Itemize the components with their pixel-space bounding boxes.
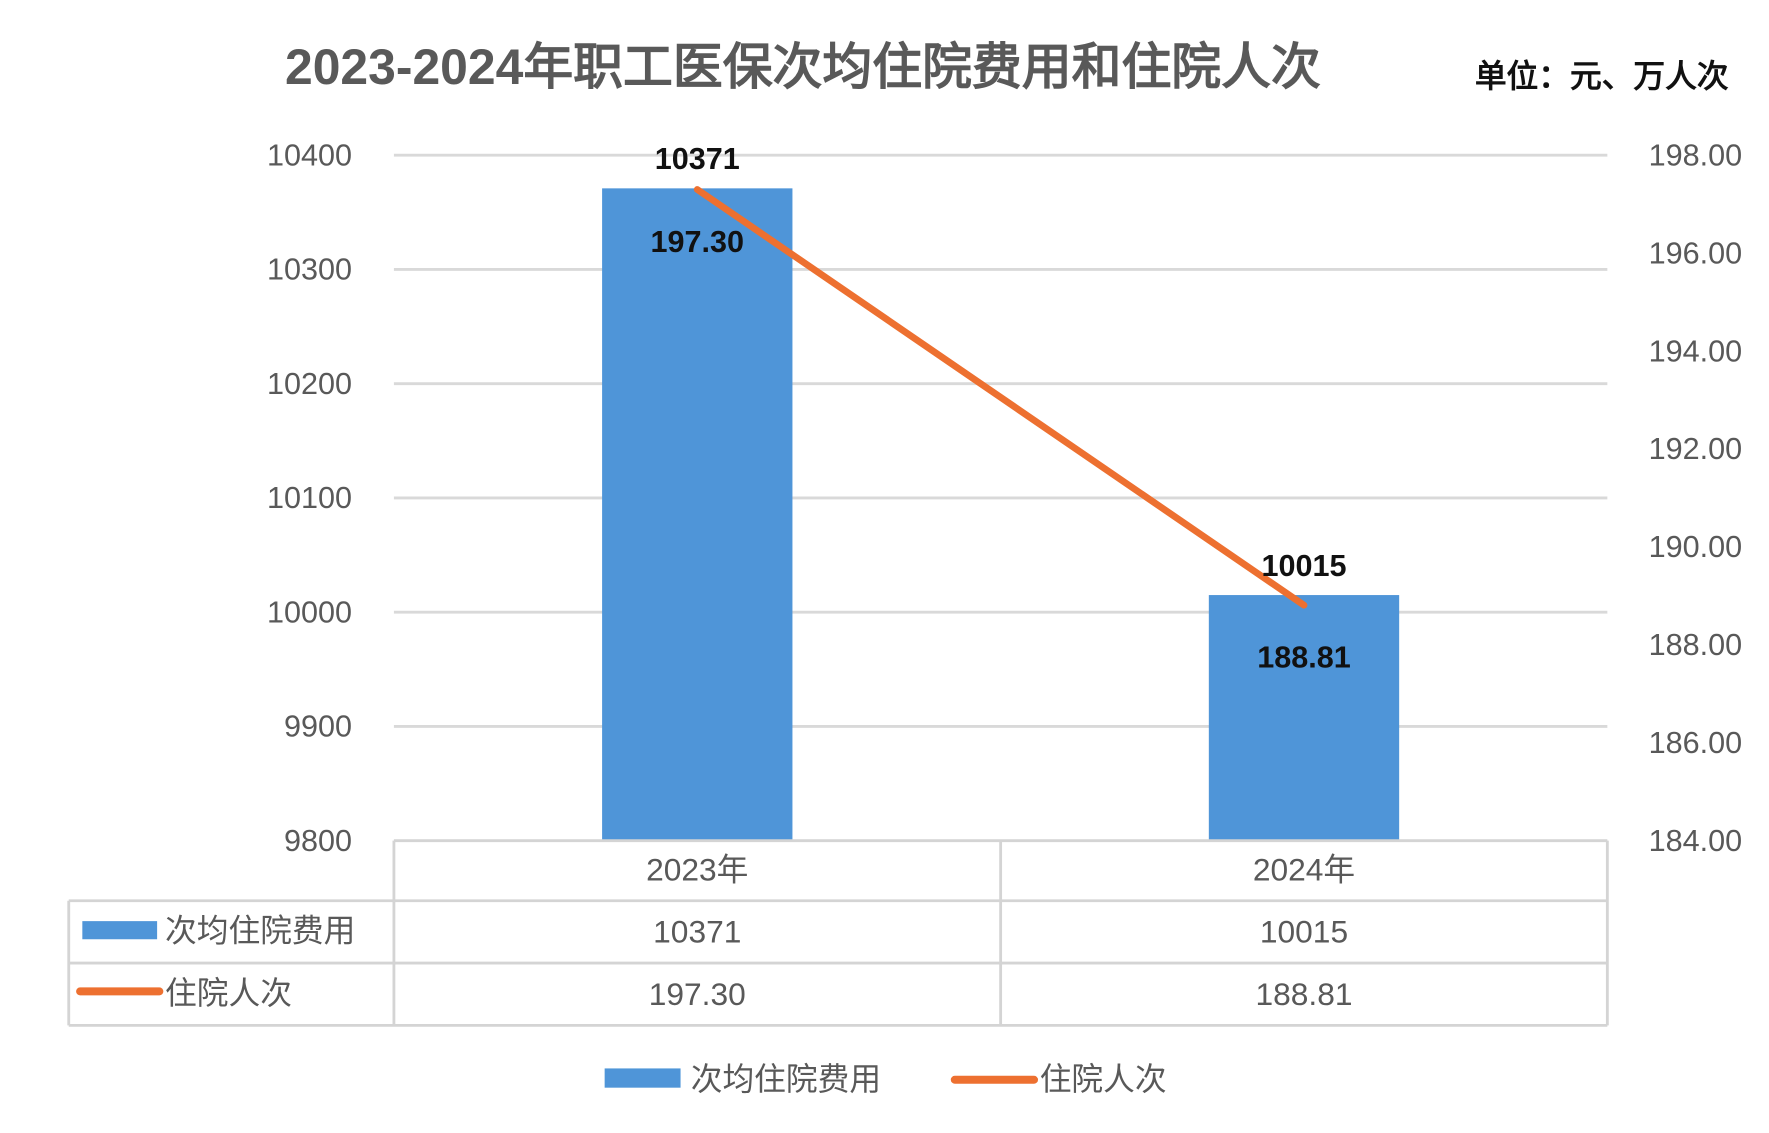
right-axis-tick: 184.00 bbox=[1649, 824, 1743, 858]
left-axis-tick: 10400 bbox=[267, 138, 352, 172]
line-data-label: 197.30 bbox=[651, 225, 745, 259]
table-series-name: 次均住院费用 bbox=[165, 913, 355, 949]
chart-title: 2023-2024年职工医保次均住院费用和住院人次 bbox=[285, 39, 1321, 95]
bar bbox=[1208, 595, 1400, 841]
legend-label: 次均住院费用 bbox=[691, 1061, 881, 1097]
right-axis-tick: 194.00 bbox=[1649, 334, 1743, 368]
right-axis-tick: 188.00 bbox=[1649, 628, 1743, 662]
right-axis-tick: 196.00 bbox=[1649, 236, 1743, 270]
line-data-label: 188.81 bbox=[1257, 640, 1351, 674]
table-cell: 188.81 bbox=[1255, 976, 1352, 1012]
right-axis-tick: 198.00 bbox=[1649, 138, 1743, 172]
bar-data-label: 10015 bbox=[1261, 549, 1346, 583]
legend-bar-swatch bbox=[604, 1068, 681, 1088]
unit-note: 单位：元、万人次 bbox=[1475, 58, 1729, 94]
left-axis-tick: 10200 bbox=[267, 367, 352, 401]
right-axis-tick: 186.00 bbox=[1649, 726, 1743, 760]
legend-label: 住院人次 bbox=[1040, 1061, 1167, 1097]
table-cell: 197.30 bbox=[649, 976, 746, 1012]
table-series-name: 住院人次 bbox=[165, 975, 292, 1011]
category-label: 2023年 bbox=[646, 851, 748, 887]
table-cell: 10015 bbox=[1260, 914, 1348, 950]
right-axis-tick: 190.00 bbox=[1649, 530, 1743, 564]
bar-legend-key bbox=[82, 921, 158, 940]
left-axis-tick: 10000 bbox=[267, 595, 352, 629]
left-axis-tick: 10300 bbox=[267, 253, 352, 287]
left-axis-tick: 9900 bbox=[284, 710, 352, 744]
bar bbox=[602, 188, 793, 841]
bar-data-label: 10371 bbox=[655, 142, 740, 176]
right-axis-tick: 192.00 bbox=[1649, 432, 1743, 466]
category-label: 2024年 bbox=[1253, 851, 1355, 887]
left-axis-tick: 9800 bbox=[284, 824, 352, 858]
left-axis-tick: 10100 bbox=[267, 481, 352, 515]
line-series bbox=[693, 186, 1308, 609]
table-cell: 10371 bbox=[653, 914, 741, 950]
